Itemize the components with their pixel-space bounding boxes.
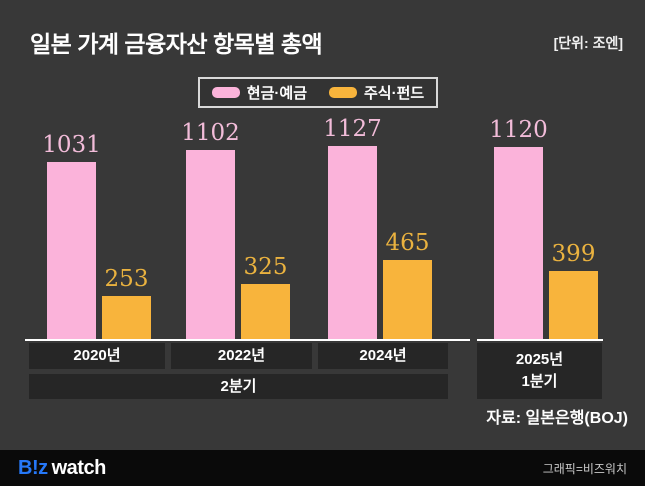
- unit-label: [단위: 조엔]: [553, 35, 623, 51]
- x-label-2024: 2024년: [318, 343, 448, 369]
- bar-cash-deposits-2020년: [47, 162, 96, 340]
- legend-label-cash-deposits: 현금·예금: [246, 85, 307, 102]
- bar-value-stocks-funds-2025년: 399: [551, 241, 596, 267]
- bizwatch-logo: B!z watch: [18, 457, 106, 480]
- bar-stocks-funds-2022년: [241, 284, 290, 340]
- x-label-2025-quarter: 1분기: [521, 373, 558, 390]
- legend-label-stocks-funds: 주식·펀드: [364, 85, 425, 102]
- bar-cash-deposits-2022년: [186, 150, 235, 340]
- bar-stocks-funds-2024년: [383, 260, 432, 340]
- x-axis-line-right: [477, 339, 603, 341]
- bar-value-cash-deposits-2024년: 1127: [323, 116, 382, 142]
- page-title: 일본 가계 금융자산 항목별 총액: [30, 31, 323, 57]
- logo-watch-text: watch: [51, 456, 107, 479]
- x-label-2025-q1: 2025년 1분기: [477, 343, 602, 399]
- legend-item-cash-deposits: 현금·예금: [211, 82, 307, 103]
- bar-value-stocks-funds-2022년: 325: [243, 254, 288, 280]
- legend: 현금·예금 주식·펀드: [198, 77, 438, 108]
- footer-bar: B!z watch 그래픽=비즈워치: [0, 450, 645, 486]
- bar-value-cash-deposits-2025년: 1120: [489, 117, 548, 143]
- legend-swatch-cash-deposits: [211, 87, 240, 98]
- bar-stocks-funds-2025년: [549, 271, 598, 340]
- bar-value-stocks-funds-2024년: 465: [385, 230, 430, 256]
- x-label-2022: 2022년: [171, 343, 312, 369]
- x-label-2025-year: 2025년: [515, 351, 564, 369]
- bar-value-stocks-funds-2020년: 253: [104, 266, 149, 292]
- x-label-quarter-left: 2분기: [29, 374, 448, 399]
- legend-swatch-stocks-funds: [329, 87, 357, 98]
- x-label-2020: 2020년: [29, 343, 165, 369]
- bar-cash-deposits-2024년: [328, 146, 377, 340]
- source-note: 자료: 일본은행(BOJ): [486, 410, 628, 427]
- logo-biz-text: B!z: [18, 456, 48, 479]
- graphic-credit: 그래픽=비즈워치: [542, 461, 627, 476]
- legend-item-stocks-funds: 주식·펀드: [329, 82, 424, 103]
- bar-stocks-funds-2020년: [102, 296, 151, 340]
- x-axis-line-left: [25, 339, 470, 341]
- bar-value-cash-deposits-2020년: 1031: [42, 132, 101, 158]
- bar-cash-deposits-2025년: [494, 147, 543, 340]
- bar-value-cash-deposits-2022년: 1102: [181, 120, 240, 146]
